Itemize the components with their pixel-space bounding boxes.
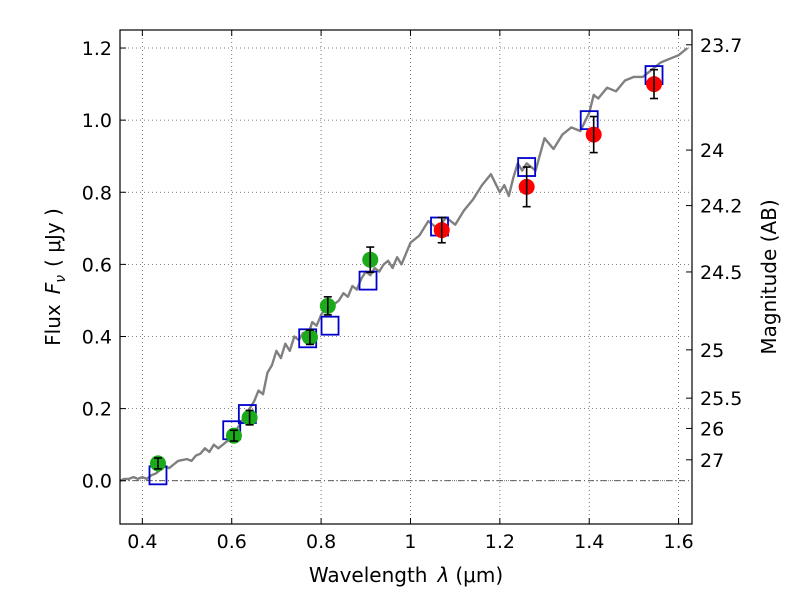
right-tick-label: 24 <box>700 140 724 162</box>
y-tick-label: 0.4 <box>82 326 112 348</box>
plot-frame <box>119 29 693 525</box>
right-tick-label: 23.7 <box>700 35 742 57</box>
model-photometry-squares <box>148 65 664 486</box>
x-tick-label: 1.4 <box>574 531 604 553</box>
y-tick-label: 0.8 <box>82 182 112 204</box>
right-tick-label: 25 <box>700 340 724 362</box>
y-axis-label: FluxFν( μJy ) <box>41 208 69 346</box>
x-tick-label: 0.6 <box>217 531 247 553</box>
right-tick-label: 27 <box>700 450 724 472</box>
right-tick-label: 24.5 <box>700 262 742 284</box>
model-square-point <box>320 315 340 336</box>
grid-lines <box>120 30 692 524</box>
x-tick-label: 1 <box>404 531 416 553</box>
x-tick-label: 0.4 <box>127 531 157 553</box>
y-tick-label: 0.2 <box>82 399 112 421</box>
x-tick-label: 1.6 <box>663 531 693 553</box>
y-tick-label: 1.2 <box>82 38 112 60</box>
data-points <box>149 68 663 472</box>
right-axis-label: Magnitude (AB) <box>757 199 781 354</box>
y-tick-label: 0.6 <box>82 254 112 276</box>
spectrum-line <box>119 47 689 482</box>
x-tick-label: 1.2 <box>485 531 515 553</box>
x-axis-label: Wavelength λ (μm) <box>309 563 503 587</box>
right-tick-label: 24.2 <box>700 196 742 218</box>
axis-ticks: 0.4 0.6 0.8 1 1.2 1.4 1.6 0.0 0.2 0.4 0.6 0.8 1.0 1.2… <box>82 30 742 553</box>
right-tick-label: 26 <box>700 418 724 440</box>
model-spectrum <box>119 47 689 482</box>
y-tick-label: 0.0 <box>82 471 112 493</box>
right-tick-label: 25.5 <box>700 388 742 410</box>
x-tick-label: 0.8 <box>306 531 336 553</box>
y-tick-label: 1.0 <box>82 110 112 132</box>
